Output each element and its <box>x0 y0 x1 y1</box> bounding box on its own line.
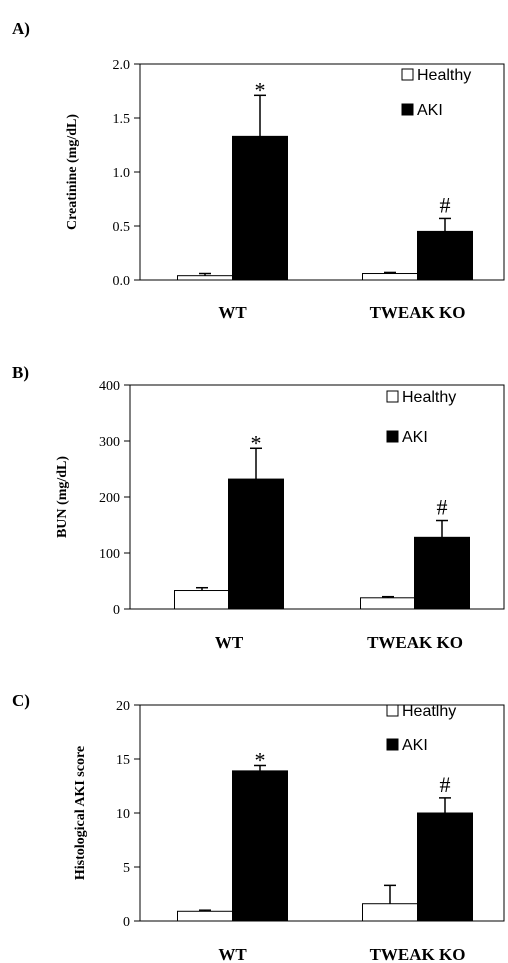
panel-b-bar-aki <box>228 478 284 610</box>
panel-a-ytick-label: 1.0 <box>113 166 131 181</box>
panel-a-legend-label: Healthy <box>417 67 471 84</box>
panel-a-legend-label: AKI <box>417 102 443 119</box>
panel-c-chart: C) 0 5 10 15 20 Histological AKI score WT TWEAK … <box>12 691 505 963</box>
panel-c-ytick-label: 15 <box>116 753 130 768</box>
panel-a-ytick-label: 0.5 <box>113 220 131 235</box>
panel-a-bar-healthy <box>362 273 418 281</box>
panel-c-ytick-label: 20 <box>116 699 130 714</box>
panel-b-ytick-label: 0 <box>113 603 120 618</box>
panel-a-significance-mark: * <box>255 77 266 102</box>
panel-c-category-label: TWEAK KO <box>370 945 466 963</box>
panel-b-bar-aki <box>414 536 470 610</box>
panel-a-chart: A) 0.0 0.5 1.0 1.5 2.0 Creatinine (mg/dL) WT TWE… <box>12 19 505 322</box>
panel-b-ytick-label: 300 <box>99 435 120 450</box>
panel-c-bar-aki <box>232 770 288 922</box>
panel-b-y-axis-label: BUN (mg/dL) <box>55 456 70 538</box>
panel-b-legend-label: Healthy <box>402 389 456 406</box>
panel-a-bar-healthy <box>177 275 233 281</box>
panel-b-bar-healthy <box>360 597 416 610</box>
panel-b-significance-mark: # <box>437 495 448 520</box>
panel-b-legend-swatch-healthy <box>386 390 399 403</box>
panel-b-significance-mark: * <box>251 430 262 455</box>
panel-a-y-axis-label: Creatinine (mg/dL) <box>65 114 80 230</box>
panel-c-bar-healthy <box>362 903 418 922</box>
panel-c-significance-mark: # <box>440 772 451 797</box>
panel-b-label: B) <box>12 363 29 382</box>
panel-c-legend-swatch-healthy <box>386 704 399 717</box>
panel-c-legend-swatch-aki <box>386 738 399 751</box>
panel-a-legend-swatch-healthy <box>401 68 414 81</box>
panel-c-ytick-label: 0 <box>123 915 130 930</box>
panel-a-bar-aki <box>232 135 288 281</box>
panel-b-category-label: WT <box>215 633 244 652</box>
panel-c-category-label: WT <box>218 945 247 963</box>
panel-b-ytick-label: 200 <box>99 491 120 506</box>
panel-a-category-label: WT <box>218 303 247 322</box>
panel-b-ytick-label: 100 <box>99 547 120 562</box>
panel-b-ytick-label: 400 <box>99 379 120 394</box>
panel-c-significance-mark: * <box>255 747 266 772</box>
panel-c-label: C) <box>12 691 30 710</box>
panel-a-significance-mark: # <box>440 192 451 217</box>
panel-c-ytick-label: 10 <box>116 807 130 822</box>
panel-c-bar-healthy <box>177 910 233 922</box>
panel-c-legend-label: Heatlhy <box>402 703 456 720</box>
panel-c-ytick-label: 5 <box>123 861 130 876</box>
panel-b-legend-label: AKI <box>402 429 428 446</box>
panel-a-ytick-label: 0.0 <box>113 274 131 289</box>
panel-c-legend-label: AKI <box>402 737 428 754</box>
panel-b-legend-swatch-aki <box>386 430 399 443</box>
panel-c-y-axis-label: Histological AKI score <box>73 746 88 880</box>
panel-a-ytick-label: 2.0 <box>113 58 131 73</box>
panel-a-bar-aki <box>417 230 473 281</box>
panel-a-label: A) <box>12 19 30 38</box>
panel-c-bar-aki <box>417 812 473 922</box>
panel-a-ytick-label: 1.5 <box>113 112 131 127</box>
panel-b-category-label: TWEAK KO <box>367 633 463 652</box>
panel-a-legend-swatch-aki <box>401 103 414 116</box>
panel-b-chart: B) 0 100 200 300 400 BUN (mg/dL) WT TWEAK KO * # He… <box>12 363 505 652</box>
panel-a-category-label: TWEAK KO <box>370 303 466 322</box>
panel-b-bar-healthy <box>174 590 230 610</box>
